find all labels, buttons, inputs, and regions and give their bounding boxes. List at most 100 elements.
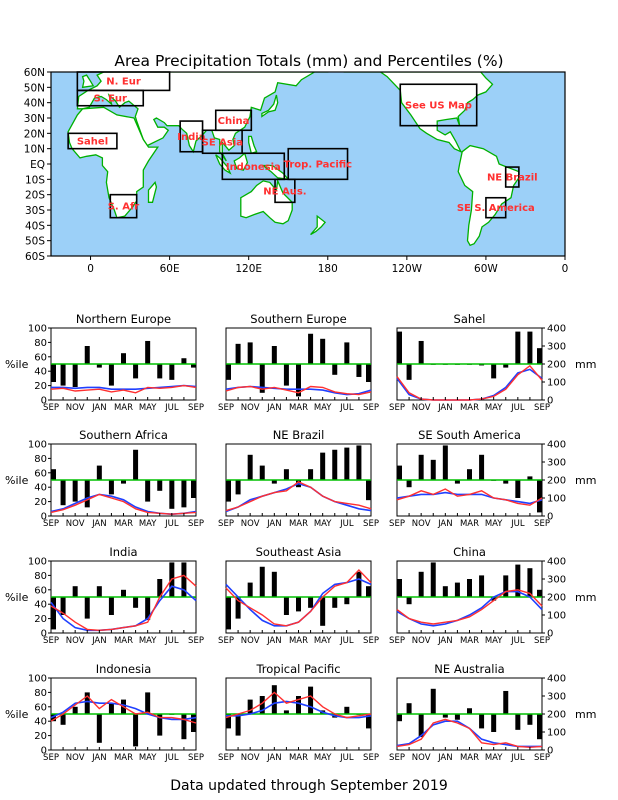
percentile-bar: [332, 364, 338, 375]
x-tick-label: SEP: [389, 519, 405, 529]
y-left-axis-label: %ile: [5, 474, 29, 487]
percentile-bar: [479, 714, 485, 729]
land-indonesia-borneo: [233, 152, 249, 171]
y-left-tick-label: 100: [28, 324, 47, 335]
percentile-bar: [145, 597, 151, 621]
y-left-tick-label: 60: [34, 702, 47, 713]
percentile-bar: [537, 348, 542, 364]
region-label: S. Afr: [108, 202, 140, 213]
x-tick-label: MAR: [114, 403, 133, 413]
lat-tick-label: EQ: [30, 159, 45, 171]
percentile-bar: [344, 447, 350, 480]
x-tick-label: MAY: [139, 636, 157, 646]
y-right-tick-label: 0: [547, 746, 553, 757]
x-tick-label: SEP: [363, 636, 379, 646]
panel-title: Tropical Pacific: [255, 662, 340, 676]
footer-note: Data updated through September 2019: [170, 778, 447, 794]
x-tick-label: MAR: [460, 636, 479, 646]
percentile-bar: [60, 364, 66, 386]
x-tick-label: JUL: [164, 636, 179, 646]
percentile-bar: [84, 346, 90, 364]
percentile-bar: [247, 342, 253, 364]
percentile-bar: [108, 597, 114, 615]
percentile-bar: [430, 688, 436, 714]
lon-tick-label: 0: [87, 263, 94, 275]
y-left-tick-label: 20: [34, 731, 47, 742]
percentile-bar: [133, 714, 139, 747]
percentile-bar: [259, 364, 265, 393]
percentile-bar: [133, 597, 139, 608]
percentile-bar: [397, 714, 402, 722]
world-map: N. Eur S. Eur Sahel S. Afr India China SE Asia…: [24, 67, 569, 275]
panel-title: NE Australia: [434, 662, 504, 676]
x-tick-label: JAN: [91, 519, 107, 529]
y-left-axis-label: %ile: [5, 708, 29, 721]
percentile-bar: [51, 597, 56, 630]
region-7: Indonesia: [221, 152, 286, 181]
y-left-axis-label: %ile: [5, 358, 29, 371]
percentile-bar: [191, 364, 196, 368]
x-tick-label: JUL: [510, 403, 525, 413]
lon-tick-label: 60W: [474, 263, 498, 275]
percentile-bar: [60, 714, 66, 725]
percentile-bar: [397, 465, 402, 480]
x-tick-label: JAN: [91, 636, 107, 646]
y-right-tick-label: 400: [547, 440, 566, 451]
x-tick-label: MAY: [485, 403, 503, 413]
x-tick-label: JAN: [437, 636, 453, 646]
y-right-tick-label: 300: [547, 575, 566, 586]
percentile-bar: [356, 445, 362, 480]
x-tick-label: JAN: [266, 403, 282, 413]
lat-tick-label: 40S: [25, 220, 45, 232]
x-tick-label: JUL: [339, 519, 354, 529]
x-tick-label: SEP: [389, 403, 405, 413]
x-tick-label: SEP: [534, 753, 550, 763]
percentile-bar: [181, 358, 187, 364]
observed-precip-line: [50, 574, 197, 632]
percentile-bar: [121, 353, 126, 364]
region-10: See US Map: [399, 83, 478, 127]
lon-tick-label: 0: [562, 263, 569, 275]
x-tick-label: JAN: [437, 403, 453, 413]
percentile-bar: [503, 480, 509, 484]
lat-tick-label: 50N: [24, 82, 45, 94]
region-label: NE Brazil: [487, 173, 538, 184]
region-label: China: [218, 116, 250, 127]
percentile-bar: [191, 714, 196, 732]
x-tick-label: SEP: [218, 753, 234, 763]
x-tick-label: MAR: [289, 403, 308, 413]
x-tick-label: JUL: [339, 403, 354, 413]
y-left-tick-label: 0: [41, 512, 47, 523]
percentile-bar: [181, 480, 187, 508]
percentile-bar: [84, 480, 90, 508]
percentile-bar: [235, 597, 241, 619]
y-right-tick-label: 200: [547, 593, 566, 604]
lat-tick-label: 20S: [25, 190, 45, 202]
y-right-axis-label: mm: [575, 474, 596, 487]
x-tick-label: SEP: [43, 519, 59, 529]
percentile-bar: [308, 686, 314, 714]
x-tick-label: NOV: [241, 519, 260, 529]
x-tick-label: NOV: [66, 753, 85, 763]
percentile-bar: [271, 571, 277, 597]
x-tick-label: SEP: [218, 403, 234, 413]
x-tick-label: SEP: [363, 753, 379, 763]
percentile-bar: [537, 589, 542, 597]
panel-title: Southern Africa: [79, 428, 168, 442]
percentile-bar: [344, 706, 350, 714]
y-right-tick-label: 200: [547, 360, 566, 371]
percentile-bar: [515, 331, 521, 364]
region-box: [399, 83, 478, 127]
percentile-bar: [169, 364, 175, 380]
percentile-bar: [366, 714, 371, 729]
x-tick-label: MAY: [314, 519, 332, 529]
percentile-bar: [467, 469, 472, 480]
x-tick-label: NOV: [412, 403, 431, 413]
land-australia: [240, 178, 293, 225]
percentile-bar: [169, 480, 175, 509]
percentile-bar: [454, 582, 460, 597]
region-box: [109, 193, 138, 219]
percentile-bar: [247, 699, 253, 714]
percentile-bar: [145, 340, 151, 364]
land-philippines: [248, 135, 258, 155]
